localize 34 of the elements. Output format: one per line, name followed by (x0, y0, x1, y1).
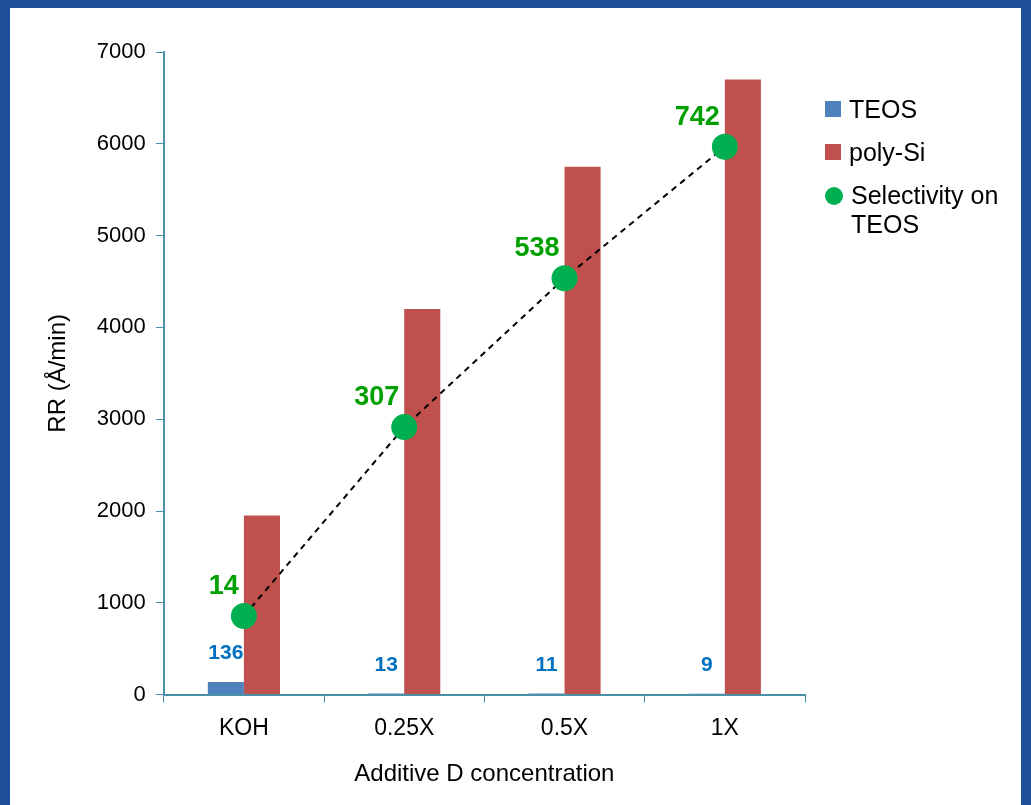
bar (243, 515, 280, 695)
data-label: 11 (535, 651, 558, 675)
y-tick-label: 0 (133, 680, 146, 706)
bar (404, 309, 441, 695)
y-axis-title: RR (Å/min) (43, 313, 71, 433)
data-label: 14 (208, 569, 239, 600)
data-label: 538 (514, 232, 560, 263)
point (551, 265, 578, 292)
bar (564, 166, 601, 695)
bar (724, 79, 761, 695)
legend-label: poly-Si (849, 138, 926, 167)
x-tick-label: 0.5X (540, 713, 589, 740)
data-label: 13 (374, 651, 398, 675)
legend-label: Selectivity on TEOS (851, 181, 1000, 239)
data-label: 9 (700, 652, 713, 676)
x-tick-label: KOH (218, 713, 269, 740)
point (230, 602, 257, 629)
y-tick-label: 4000 (96, 313, 146, 339)
y-tick-label: 3000 (96, 405, 146, 431)
x-axis-title: Additive D concentration (354, 759, 615, 787)
point (391, 414, 418, 441)
y-tick-label: 2000 (96, 497, 146, 523)
legend-label: TEOS (849, 95, 918, 124)
data-label: 136 (208, 640, 244, 664)
x-tick-label: 0.25X (374, 713, 435, 740)
data-label: 742 (674, 100, 720, 131)
bar (207, 682, 244, 695)
x-tick-label: 1X (710, 713, 739, 740)
y-tick-label: 1000 (96, 588, 146, 614)
data-label: 307 (354, 381, 400, 412)
y-tick-label: 6000 (96, 129, 146, 155)
y-tick-label: 7000 (96, 38, 146, 64)
y-tick-label: 5000 (96, 221, 146, 247)
point (711, 133, 738, 160)
